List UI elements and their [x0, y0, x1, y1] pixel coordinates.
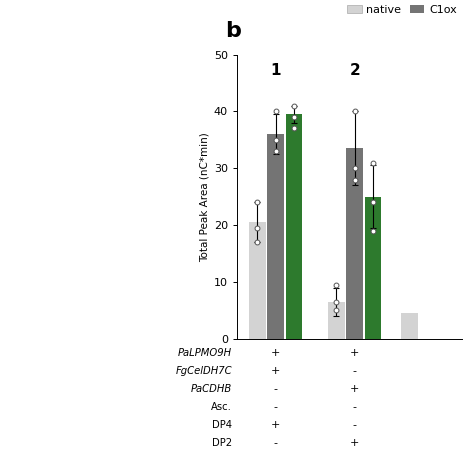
Text: PaCDHB: PaCDHB — [191, 384, 232, 394]
Bar — [285, 114, 302, 339]
Text: +: + — [271, 366, 280, 376]
Legend: native, C1ox: native, C1ox — [343, 0, 461, 19]
Text: +: + — [271, 348, 280, 358]
Text: -: - — [273, 402, 278, 412]
Text: +: + — [350, 348, 359, 358]
Bar — [267, 134, 284, 339]
Text: +: + — [350, 384, 359, 394]
Bar — [346, 148, 363, 339]
Text: +: + — [271, 420, 280, 430]
Text: -: - — [273, 438, 278, 448]
Text: -: - — [353, 402, 356, 412]
Text: Asc.: Asc. — [211, 402, 232, 412]
Bar — [401, 313, 418, 339]
Text: 2: 2 — [349, 63, 360, 78]
Text: +: + — [350, 438, 359, 448]
Bar — [365, 197, 382, 339]
Text: b: b — [225, 21, 241, 41]
Text: -: - — [353, 366, 356, 376]
Text: -: - — [273, 384, 278, 394]
Y-axis label: Total Peak Area (nC*min): Total Peak Area (nC*min) — [200, 132, 210, 262]
Text: -: - — [353, 420, 356, 430]
Bar — [328, 302, 345, 339]
Text: DP2: DP2 — [212, 438, 232, 448]
Text: DP4: DP4 — [212, 420, 232, 430]
Text: PaLPMO9H: PaLPMO9H — [178, 348, 232, 358]
Text: FgCelDH7C: FgCelDH7C — [176, 366, 232, 376]
Text: 1: 1 — [270, 63, 281, 78]
Bar — [249, 222, 265, 339]
